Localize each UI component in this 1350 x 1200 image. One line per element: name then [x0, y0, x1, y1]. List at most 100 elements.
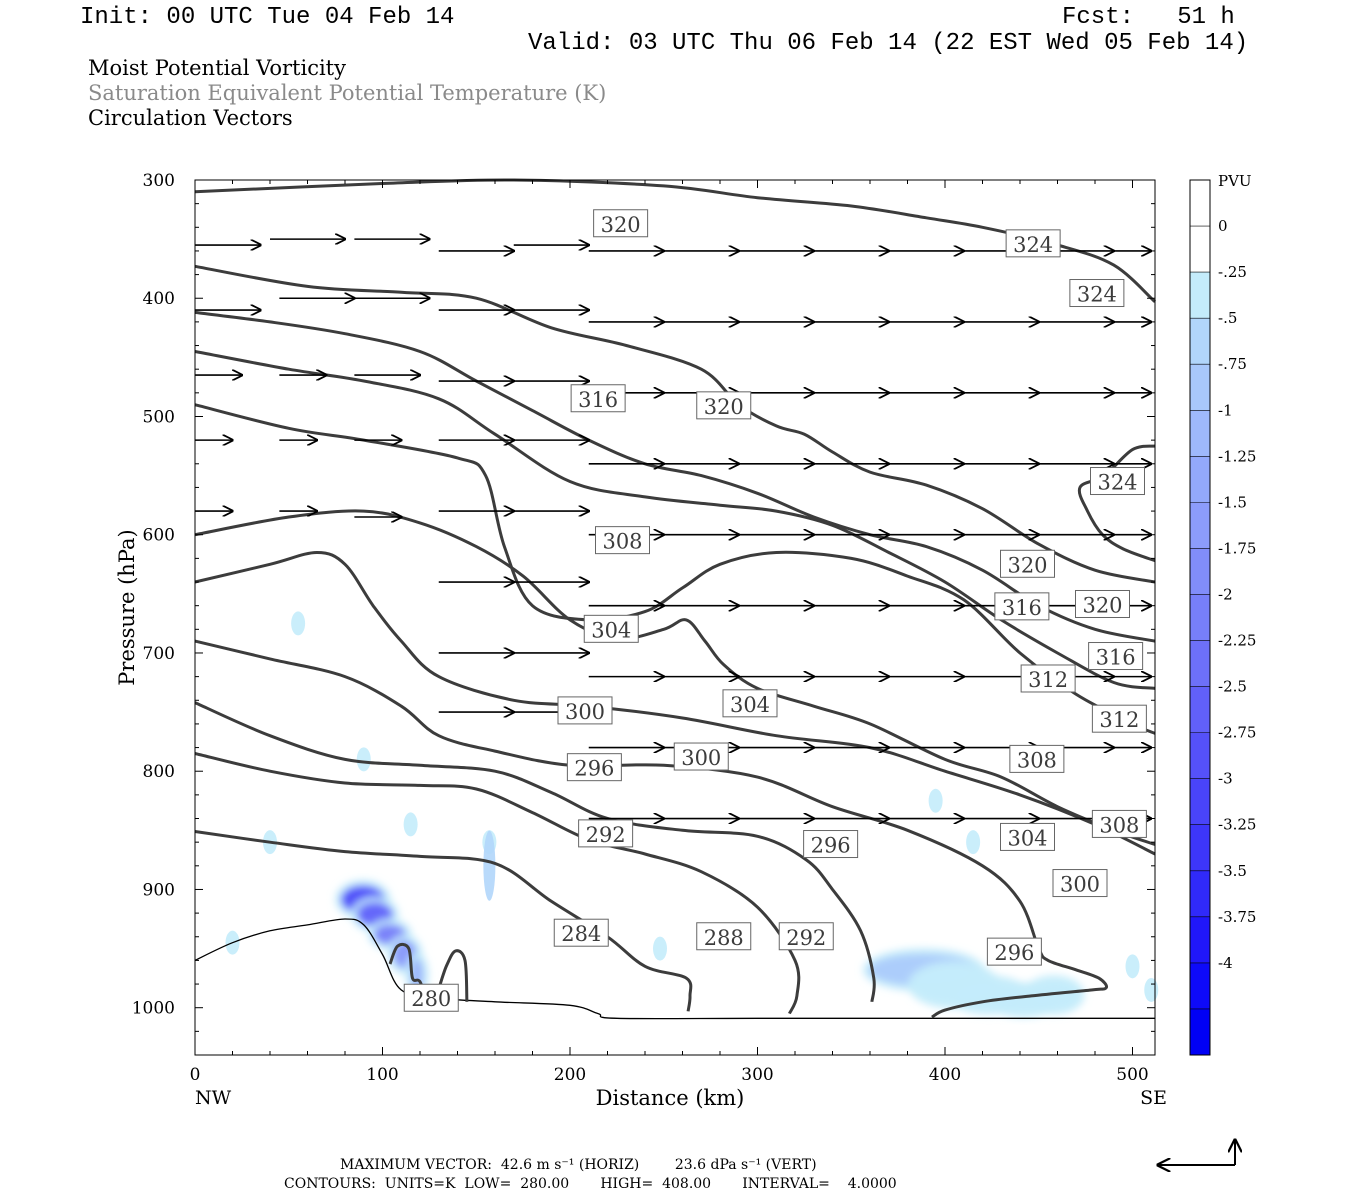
init-time: Init: 00 UTC Tue 04 Feb 14: [80, 4, 455, 31]
contour-label-text: 300: [1060, 873, 1100, 897]
contour-label: 292: [578, 819, 634, 848]
colorbar-swatch: [1190, 180, 1210, 227]
x-tick-label: 0: [190, 1065, 201, 1085]
colorbar-swatch: [1190, 226, 1210, 273]
y-tick-label: 400: [143, 289, 175, 309]
colorbar-swatch: [1190, 778, 1210, 826]
contour-324: [1077, 444, 1156, 563]
colorbar-swatch: [1190, 732, 1210, 780]
pv-patch: [1144, 977, 1159, 1002]
contour-label-text: 316: [578, 388, 618, 412]
contour-284: [194, 830, 693, 1012]
max-vector-info: MAXIMUM VECTOR: 42.6 m s⁻¹ (HORIZ) 23.6 …: [340, 1157, 817, 1173]
y-tick-label: 700: [143, 644, 175, 664]
colorbar-label: -2.25: [1218, 632, 1256, 650]
contour-label-text: 300: [681, 746, 721, 770]
contour-label: 308: [1091, 809, 1147, 838]
contour-label: 312: [1020, 664, 1076, 693]
pv-patch: [291, 611, 306, 636]
contour-label-text: 300: [565, 700, 605, 724]
colorbar-label: -1.25: [1218, 447, 1256, 465]
x-end-label-se: SE: [1140, 1087, 1167, 1109]
contour-288: [194, 752, 801, 1015]
colorbar-swatch: [1190, 824, 1210, 872]
contour-label: 304: [583, 614, 639, 643]
contour-label-text: 320: [1082, 593, 1122, 617]
colorbar-swatch: [1190, 1008, 1210, 1056]
colorbar-swatch: [1190, 870, 1210, 918]
plot-frame: [194, 179, 1156, 1056]
y-tick-label: 300: [143, 171, 175, 191]
circulation-vectors: [195, 239, 1151, 818]
pv-colorbar: PVU 0 -.25 -.5 -.75 -1 -1.25 -1.5 -1.75 -2 -2.25 -2…: [1189, 172, 1256, 1056]
pv-shading-layer: [225, 611, 1159, 1018]
colorbar-swatch: [1190, 686, 1210, 734]
contour-label: 288: [696, 922, 752, 951]
contour-label: 304: [1000, 822, 1055, 851]
colorbar-label: 0: [1218, 217, 1228, 235]
colorbar-swatch: [1190, 502, 1210, 549]
contour-label-text: 324: [1097, 471, 1137, 495]
forecast-hour: Fcst: 51 h: [1062, 4, 1235, 31]
pv-patch: [356, 747, 371, 772]
contour-label: 316: [994, 592, 1050, 621]
contour-label-text: 320: [601, 213, 641, 237]
contour-296: [194, 639, 1109, 1019]
colorbar-swatch: [1190, 548, 1210, 595]
contour-label-text: 296: [994, 941, 1034, 965]
contour-label-text: 324: [1013, 233, 1053, 257]
contour-label: 296: [566, 753, 622, 782]
colorbar-label: -1: [1218, 401, 1233, 419]
colorbar-label: -1.75: [1218, 539, 1256, 557]
contour-label: 324: [1069, 279, 1125, 308]
contour-label-text: 292: [586, 823, 626, 847]
x-tick-label: 200: [554, 1065, 586, 1085]
contour-label-text: 324: [1077, 283, 1117, 307]
contour-label: 320: [593, 209, 649, 238]
y-tick-label: 600: [143, 526, 175, 546]
colorbar-label: -3.5: [1218, 862, 1247, 880]
contour-label-text: 296: [574, 757, 614, 781]
contour-label: 324: [1090, 467, 1145, 496]
colorbar-label: -3: [1218, 770, 1233, 788]
contour-label-text: 284: [561, 922, 601, 946]
colorbar-label: -1.5: [1218, 493, 1247, 511]
contour-label: 280: [403, 983, 459, 1012]
y-tick-label: 800: [143, 762, 175, 782]
x-tick-label: 300: [741, 1065, 773, 1085]
contour-label-text: 312: [1099, 708, 1139, 732]
contour-label-text: 304: [591, 618, 631, 642]
pv-patch: [653, 936, 667, 961]
x-end-label-nw: NW: [195, 1087, 232, 1109]
contour-label: 320: [1075, 589, 1130, 618]
colorbar-label: -2.5: [1218, 678, 1247, 696]
title-theta-es: Saturation Equivalent Potential Temperat…: [88, 81, 607, 105]
contour-label: 312: [1091, 704, 1147, 733]
colorbar-swatch: [1190, 962, 1210, 1010]
colorbar-label: -2: [1218, 585, 1233, 603]
contour-label-text: 280: [411, 987, 451, 1011]
colorbar-unit: PVU: [1218, 172, 1252, 190]
pv-blob: [862, 947, 1085, 1018]
contour-label-text: 316: [1002, 596, 1042, 620]
pv-patch: [966, 830, 981, 855]
reference-vector-icon: [1158, 1140, 1235, 1165]
title-pv: Moist Potential Vorticity: [88, 56, 346, 80]
contour-labels: 280 284 288 292 292 296 296 296 300 300 300 304 304 3…: [403, 209, 1147, 1012]
y-tick-label: 900: [143, 880, 175, 900]
y-tick-label: 1000: [132, 999, 175, 1019]
contour-label: 308: [595, 526, 650, 555]
x-axis-label: Distance (km): [596, 1086, 745, 1110]
theta-es-contours: [194, 178, 1157, 1019]
pv-blob: [335, 879, 429, 997]
colorbar-swatch: [1190, 272, 1210, 319]
contour-label: 320: [696, 391, 752, 420]
colorbar-swatch: [1190, 456, 1210, 503]
contour-label: 300: [1052, 869, 1108, 898]
contour-label: 320: [1000, 549, 1055, 578]
contour-label: 316: [1088, 642, 1144, 671]
colorbar-swatch: [1190, 410, 1210, 457]
pv-patch: [1125, 954, 1140, 979]
colorbar-label: -.75: [1218, 355, 1247, 373]
